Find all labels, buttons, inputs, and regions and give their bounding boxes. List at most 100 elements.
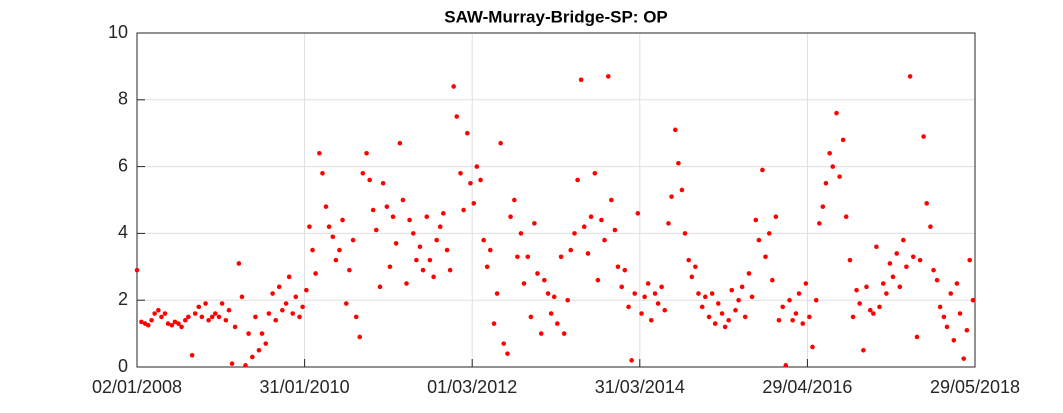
point <box>521 281 527 286</box>
point <box>206 317 211 323</box>
point <box>447 267 453 273</box>
point <box>172 319 178 325</box>
point <box>760 167 765 173</box>
point <box>820 204 826 209</box>
point <box>317 150 322 156</box>
point <box>512 197 517 203</box>
point <box>165 321 171 326</box>
x-tick-label: 01/03/2012 <box>427 377 517 397</box>
point <box>599 217 604 223</box>
point <box>954 281 960 286</box>
point <box>417 244 423 250</box>
point <box>924 201 930 206</box>
point <box>219 301 225 306</box>
point <box>236 261 242 266</box>
point <box>250 354 255 360</box>
point <box>901 237 906 243</box>
point <box>967 257 973 263</box>
point <box>803 281 809 286</box>
point <box>373 227 379 233</box>
point <box>659 284 664 290</box>
point <box>273 317 279 323</box>
point <box>508 214 513 219</box>
point <box>320 170 325 176</box>
point <box>673 127 678 133</box>
point <box>639 311 644 316</box>
point <box>742 314 748 320</box>
point <box>162 311 168 316</box>
point <box>545 291 551 296</box>
point <box>424 214 430 219</box>
point <box>487 247 493 253</box>
point <box>948 291 954 296</box>
point <box>827 150 832 156</box>
point <box>156 307 161 313</box>
point <box>961 356 967 361</box>
point <box>662 307 668 313</box>
point <box>807 314 812 320</box>
point <box>780 304 786 310</box>
point <box>538 331 544 336</box>
point <box>642 294 647 300</box>
point <box>837 174 842 179</box>
point <box>411 231 416 236</box>
point <box>572 231 577 236</box>
point <box>189 353 195 358</box>
point <box>434 237 439 243</box>
point <box>501 341 507 346</box>
point <box>431 274 436 280</box>
point <box>934 277 940 283</box>
point <box>226 307 232 313</box>
point <box>326 224 332 230</box>
point <box>528 314 534 320</box>
point <box>951 337 957 343</box>
point <box>622 267 628 273</box>
point <box>733 307 738 313</box>
point <box>367 177 372 183</box>
point <box>360 170 366 176</box>
point <box>726 317 731 323</box>
point <box>548 311 554 316</box>
point <box>350 237 356 243</box>
point <box>353 314 359 320</box>
point <box>364 150 369 156</box>
point <box>555 321 560 326</box>
point <box>139 319 144 325</box>
point <box>465 130 470 136</box>
point <box>270 291 275 296</box>
point <box>763 254 768 260</box>
point <box>904 264 909 270</box>
point <box>689 274 695 280</box>
point <box>753 217 759 223</box>
point <box>179 324 184 330</box>
point <box>216 314 222 320</box>
point <box>602 237 607 243</box>
point <box>722 324 728 330</box>
point <box>149 317 154 323</box>
point <box>239 294 245 300</box>
y-tick-label: 2 <box>118 289 128 309</box>
point <box>370 207 376 213</box>
point <box>626 304 631 310</box>
point <box>874 244 879 250</box>
point <box>568 247 574 253</box>
point <box>719 311 725 316</box>
point <box>897 284 903 290</box>
point <box>709 291 715 296</box>
point <box>246 331 251 336</box>
point <box>461 207 466 213</box>
point <box>864 284 869 290</box>
point <box>498 140 503 146</box>
point <box>558 254 564 260</box>
point <box>145 322 151 328</box>
point <box>813 297 819 303</box>
point <box>407 217 412 223</box>
point <box>682 231 688 236</box>
point <box>739 284 745 290</box>
point <box>223 317 229 323</box>
point <box>699 304 705 310</box>
point <box>645 281 651 286</box>
x-tick-label: 29/05/2018 <box>930 377 1020 397</box>
